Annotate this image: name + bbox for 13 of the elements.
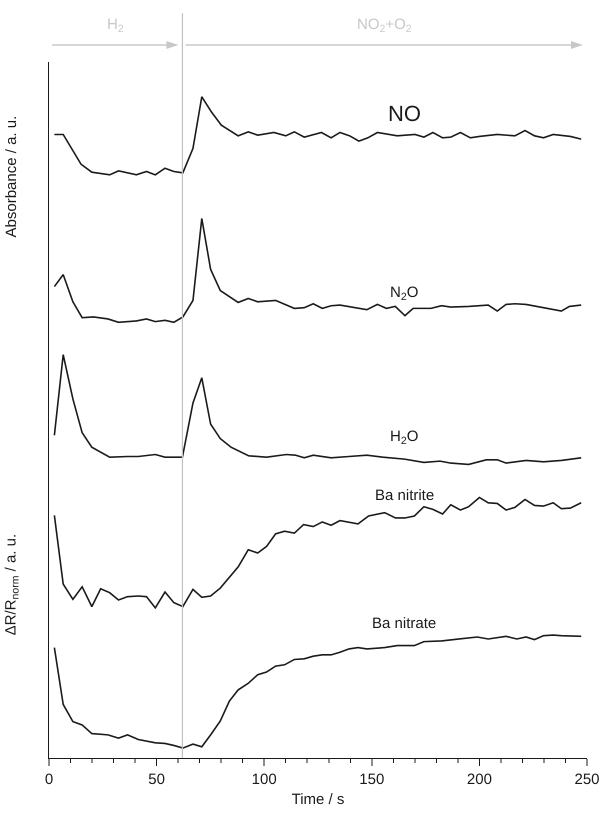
x-tick-label: 150: [359, 771, 384, 788]
series-label: H$_{2}$O: [390, 428, 418, 448]
series-label: Ba nitrite: [375, 487, 434, 504]
x-tick-label: 50: [148, 771, 165, 788]
x-axis-title: Time / s: [292, 791, 344, 808]
x-tick-label: 200: [466, 771, 492, 788]
x-tick-label: 0: [44, 771, 54, 788]
series-label: N$_{2}$O: [390, 284, 418, 304]
x-tick-label: 250: [574, 771, 600, 788]
x-tick-label: 100: [252, 771, 277, 788]
series-label: Ba nitrate: [372, 615, 436, 632]
y-axis-title: Absorbance / a. u.: [3, 116, 20, 238]
series-label: NO: [388, 101, 421, 126]
